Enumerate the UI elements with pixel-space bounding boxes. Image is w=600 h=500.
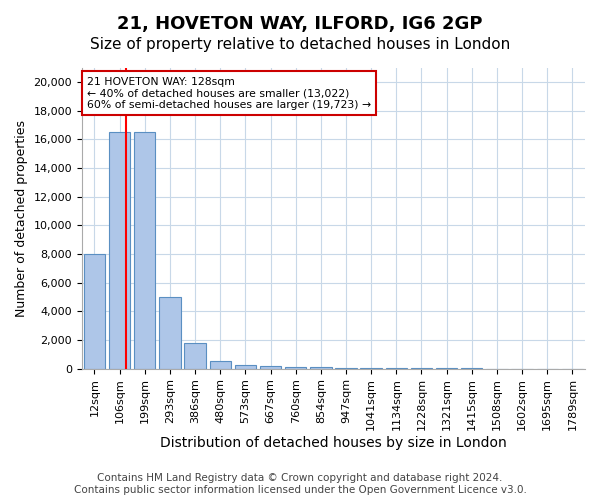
Text: Size of property relative to detached houses in London: Size of property relative to detached ho… — [90, 38, 510, 52]
Bar — [159, 297, 181, 368]
Bar — [84, 254, 105, 368]
Bar — [260, 366, 281, 368]
Bar — [209, 362, 231, 368]
X-axis label: Distribution of detached houses by size in London: Distribution of detached houses by size … — [160, 436, 507, 450]
Text: 21, HOVETON WAY, ILFORD, IG6 2GP: 21, HOVETON WAY, ILFORD, IG6 2GP — [117, 15, 483, 33]
Text: 21 HOVETON WAY: 128sqm
← 40% of detached houses are smaller (13,022)
60% of semi: 21 HOVETON WAY: 128sqm ← 40% of detached… — [87, 76, 371, 110]
Bar — [310, 367, 332, 368]
Bar — [235, 365, 256, 368]
Y-axis label: Number of detached properties: Number of detached properties — [15, 120, 28, 316]
Bar — [184, 343, 206, 368]
Text: Contains HM Land Registry data © Crown copyright and database right 2024.
Contai: Contains HM Land Registry data © Crown c… — [74, 474, 526, 495]
Bar — [134, 132, 155, 368]
Bar — [285, 367, 307, 368]
Bar — [109, 132, 130, 368]
